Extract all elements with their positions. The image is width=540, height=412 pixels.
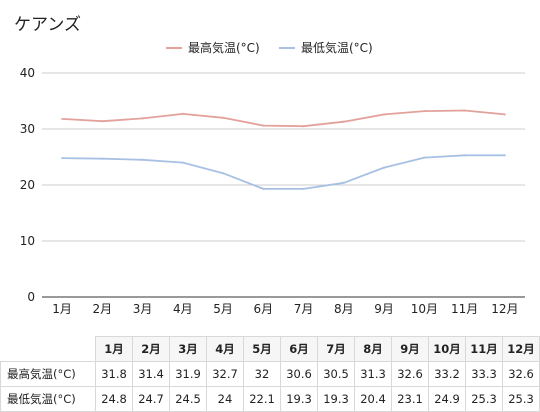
data-point [101, 157, 104, 160]
data-table: 1月 2月 3月 4月 5月 6月 7月 8月 9月 10月 11月 12月 最高気温(°C) 31.8… [0, 336, 540, 412]
data-point [221, 172, 225, 175]
data-point [221, 116, 225, 120]
data-point [382, 113, 386, 116]
x-tick-label: 10月 [411, 302, 438, 316]
table-header-cell: 12月 [502, 336, 540, 362]
y-tick-label: 10 [20, 234, 35, 248]
table-cell: 24.5 [169, 386, 207, 412]
table-row-label: 最低気温(°C) [0, 386, 96, 412]
table-cell: 30.5 [317, 361, 355, 387]
x-tick-label: 6月 [254, 302, 274, 316]
data-point [181, 112, 185, 116]
data-point [141, 158, 144, 161]
x-tick-label: 1月 [52, 302, 72, 316]
data-point [423, 156, 426, 159]
table-cell: 33.2 [428, 361, 466, 387]
table-header-cell: 11月 [465, 336, 503, 362]
x-axis-ticks: 1月 2月 3月 4月 5月 6月 7月 8月 9月 10月 11月 12月 [52, 302, 518, 316]
grid-lines [42, 72, 525, 298]
data-point [60, 117, 64, 121]
data-point [382, 166, 386, 169]
table-header-cell: 6月 [280, 336, 318, 362]
table-cell: 32.7 [206, 361, 244, 387]
table-row: 最高気温(°C) 31.8 31.4 31.9 32.7 32 30.6 30.5 31.3 32… [0, 361, 540, 387]
chart-title: ケアンズ [14, 15, 81, 35]
table-header-cell: 8月 [354, 336, 392, 362]
legend: 最高気温(°C) 最低気温(°C) [166, 40, 373, 55]
table-corner [0, 336, 96, 362]
data-point [101, 119, 104, 123]
x-tick-label: 5月 [213, 302, 233, 316]
y-axis-ticks: 0 10 20 30 40 [20, 66, 35, 304]
x-tick-label: 7月 [294, 302, 314, 316]
table-header-cell: 2月 [132, 336, 170, 362]
table-cell: 19.3 [280, 386, 318, 412]
table-header-cell: 1月 [95, 336, 133, 362]
x-tick-label: 3月 [133, 302, 153, 316]
table-header-cell: 4月 [206, 336, 244, 362]
table-header-cell: 9月 [391, 336, 429, 362]
y-tick-label: 20 [20, 178, 35, 192]
table-cell: 22.1 [243, 386, 281, 412]
data-point [60, 156, 64, 160]
series-line-1 [62, 154, 505, 190]
data-point [302, 187, 305, 191]
table-cell: 24.9 [428, 386, 466, 412]
table-cell: 32.6 [502, 361, 540, 387]
table-cell: 33.3 [465, 361, 503, 387]
data-point [262, 124, 265, 127]
table-cell: 24 [206, 386, 244, 412]
data-point [342, 120, 346, 123]
data-point [463, 154, 466, 157]
table-cell: 32.6 [391, 361, 429, 387]
table-cell: 31.8 [95, 361, 133, 387]
data-point [503, 154, 507, 157]
y-tick-label: 40 [20, 66, 35, 80]
table-cell: 19.3 [317, 386, 355, 412]
table-cell: 31.4 [132, 361, 170, 387]
table-cell: 20.4 [354, 386, 392, 412]
table-header-cell: 3月 [169, 336, 207, 362]
table-header-cell: 10月 [428, 336, 466, 362]
legend-label-1: 最低気温(°C) [301, 40, 373, 55]
y-tick-label: 30 [20, 122, 35, 136]
table-cell: 31.9 [169, 361, 207, 387]
data-point [181, 161, 185, 164]
x-tick-label: 4月 [173, 302, 193, 316]
table-header-cell: 5月 [243, 336, 281, 362]
table-cell: 31.3 [354, 361, 392, 387]
data-point [463, 109, 466, 112]
table-row: 最低気温(°C) 24.8 24.7 24.5 24 22.1 19.3 19.3 20.4 23… [0, 386, 540, 412]
data-point [302, 125, 305, 128]
data-point [262, 187, 265, 191]
table-header-row: 1月 2月 3月 4月 5月 6月 7月 8月 9月 10月 11月 12月 [0, 336, 540, 362]
legend-label-0: 最高気温(°C) [188, 40, 260, 55]
x-tick-label: 9月 [374, 302, 394, 316]
x-tick-label: 2月 [93, 302, 113, 316]
table-cell: 24.7 [132, 386, 170, 412]
x-tick-label: 8月 [334, 302, 354, 316]
table-row-label: 最高気温(°C) [0, 361, 96, 387]
table-cell: 25.3 [502, 386, 540, 412]
data-point [423, 109, 426, 113]
line-chart: 最高気温(°C) 最低気温(°C) 0 10 20 30 40 1月 2月 3月 4月 5月 6月 7… [20, 40, 525, 316]
table-cell: 32 [243, 361, 281, 387]
data-point [141, 117, 144, 120]
x-tick-label: 11月 [451, 302, 478, 316]
series-lines [60, 109, 507, 191]
data-point [342, 181, 346, 184]
y-tick-label: 0 [27, 290, 35, 304]
x-tick-label: 12月 [491, 302, 518, 316]
table-header-cell: 7月 [317, 336, 355, 362]
data-point [503, 113, 507, 116]
series-line-0 [62, 109, 505, 128]
table-cell: 23.1 [391, 386, 429, 412]
table-cell: 24.8 [95, 386, 133, 412]
table-cell: 30.6 [280, 361, 318, 387]
table-cell: 25.3 [465, 386, 503, 412]
table-body: 最高気温(°C) 31.8 31.4 31.9 32.7 32 30.6 30.5 31.3 32… [0, 361, 540, 412]
